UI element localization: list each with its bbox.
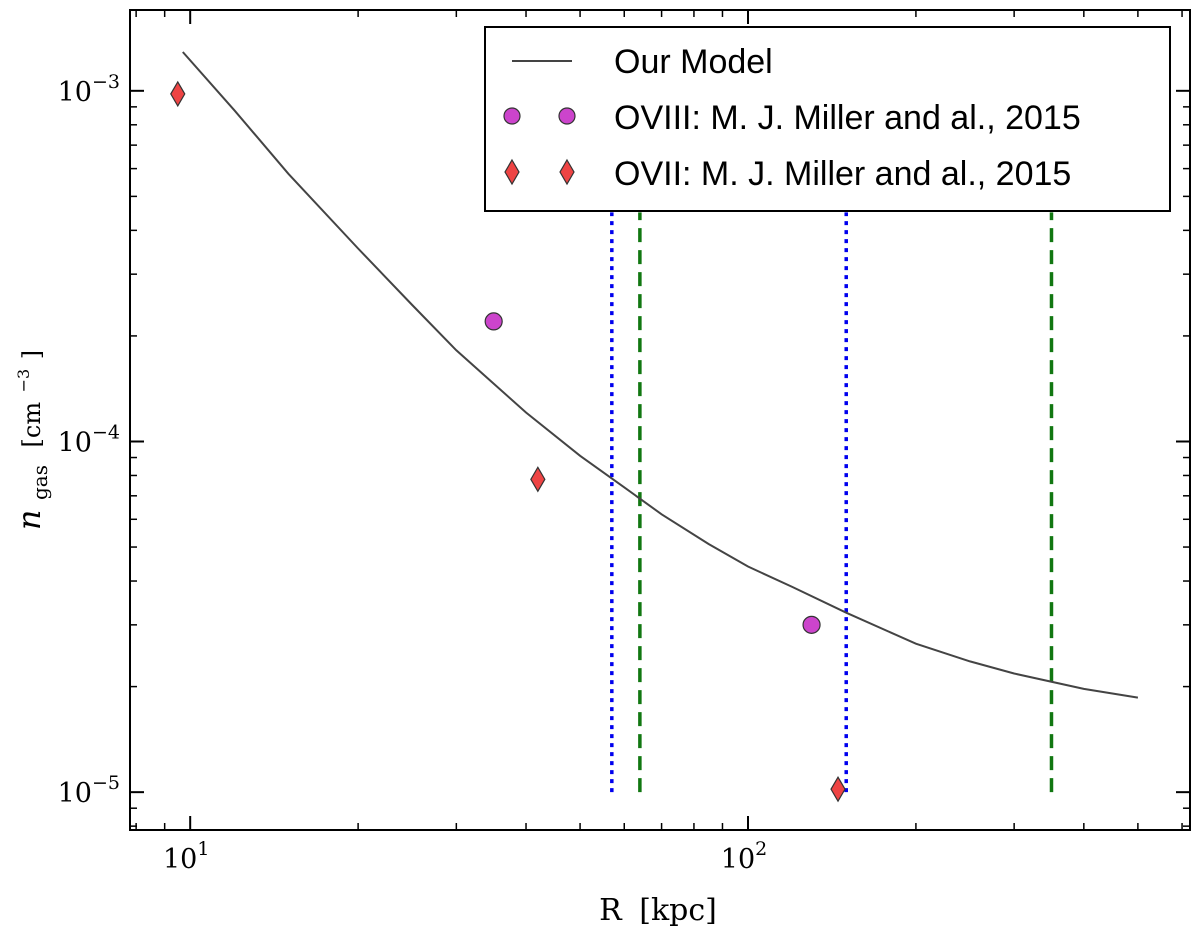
plot-frame [129, 9, 1191, 831]
ovii-point [530, 466, 546, 493]
legend: Our Model OVIII: M. J. Miller and al., 2… [484, 26, 1171, 212]
y-axis-label-unit-exp: −3 [14, 369, 33, 393]
oviii-point [802, 615, 821, 634]
y-tick-label-exponent: −3 [92, 71, 120, 93]
y-tick-label: 10−3 [58, 71, 120, 108]
legend-label-oviii: OVIII: M. J. Miller and al., 2015 [614, 99, 1081, 137]
legend-label-ovii: OVII: M. J. Miller and al., 2015 [614, 155, 1071, 193]
model-curve [182, 51, 1139, 699]
y-axis-label-unit-open: [cm [18, 402, 46, 448]
y-tick-label: 10−4 [58, 421, 120, 458]
x-tick-label-exponent: 2 [755, 838, 767, 860]
legend-marker-ovii-2 [559, 158, 575, 186]
y-axis-label-symbol: n [10, 510, 48, 531]
y-tick-label: 10−5 [58, 772, 120, 809]
x-axis-label-unit: [kpc] [639, 893, 717, 928]
x-tick-label: 101 [163, 838, 209, 875]
svg-text:n gas [cm −3: n gas [cm −3 ] [2, 350, 55, 530]
y-axis-label-subscript: gas [28, 465, 52, 500]
x-tick-label: 102 [721, 838, 767, 875]
major-ticks [130, 10, 1190, 830]
x-axis-label: R [kpc] [599, 893, 717, 928]
oviii-point [484, 312, 503, 331]
legend-marker-oviii-1 [503, 107, 521, 125]
y-tick-label-base: 10 [58, 427, 92, 458]
y-tick-label-base: 10 [58, 778, 92, 809]
series-layer [170, 51, 1139, 803]
ovii-point [830, 775, 846, 803]
x-tick-label-base: 10 [721, 844, 755, 875]
ovii-point [170, 80, 186, 108]
svg-text:R [kpc]: R [kpc] [599, 893, 717, 928]
legend-marker-oviii-2 [558, 107, 576, 125]
legend-label-our-model: Our Model [614, 43, 773, 81]
x-tick-label-exponent: 1 [197, 838, 209, 860]
y-axis-label: n gas [cm −3 ] [2, 350, 55, 530]
legend-marker-ovii-1 [504, 158, 520, 186]
y-axis-label-unit-close: ] [18, 350, 46, 359]
x-tick-label-base: 10 [163, 844, 197, 875]
legend-box [484, 26, 1171, 212]
x-axis-label-main: R [599, 893, 623, 928]
y-tick-label-exponent: −5 [92, 772, 120, 794]
vertical-reference-lines [610, 212, 1054, 793]
y-tick-label-exponent: −4 [92, 421, 120, 443]
y-tick-label-base: 10 [58, 77, 92, 108]
minor-ticks [130, 10, 1190, 830]
